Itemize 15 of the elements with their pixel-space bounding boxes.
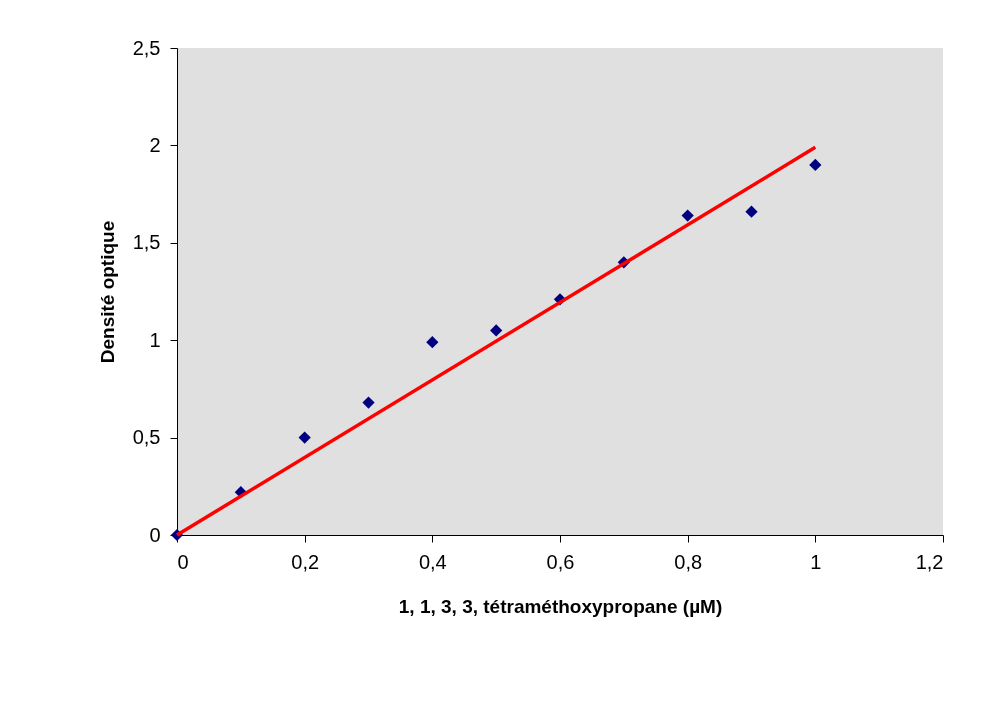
x-tick-label: 0 (177, 550, 189, 573)
x-tick-label: 0,6 (546, 550, 575, 573)
x-tick-label: 1 (810, 550, 822, 573)
y-tick-label: 2,5 (132, 36, 161, 59)
x-tick-label: 0,8 (674, 550, 703, 573)
x-tick-label: 1,2 (915, 550, 944, 573)
x-tick-label: 0,2 (291, 550, 320, 573)
y-tick-label: 0 (149, 523, 161, 546)
y-tick-label: 0,5 (132, 426, 161, 449)
x-axis-title: 1, 1, 3, 3, tétraméthoxypropane (µM) (398, 595, 723, 617)
y-tick-label: 1 (149, 328, 161, 351)
y-tick-label: 2 (149, 133, 161, 156)
y-tick-label: 1,5 (132, 231, 161, 254)
x-tick-label: 0,4 (418, 550, 447, 573)
y-axis-title: Densité optique (96, 220, 118, 364)
